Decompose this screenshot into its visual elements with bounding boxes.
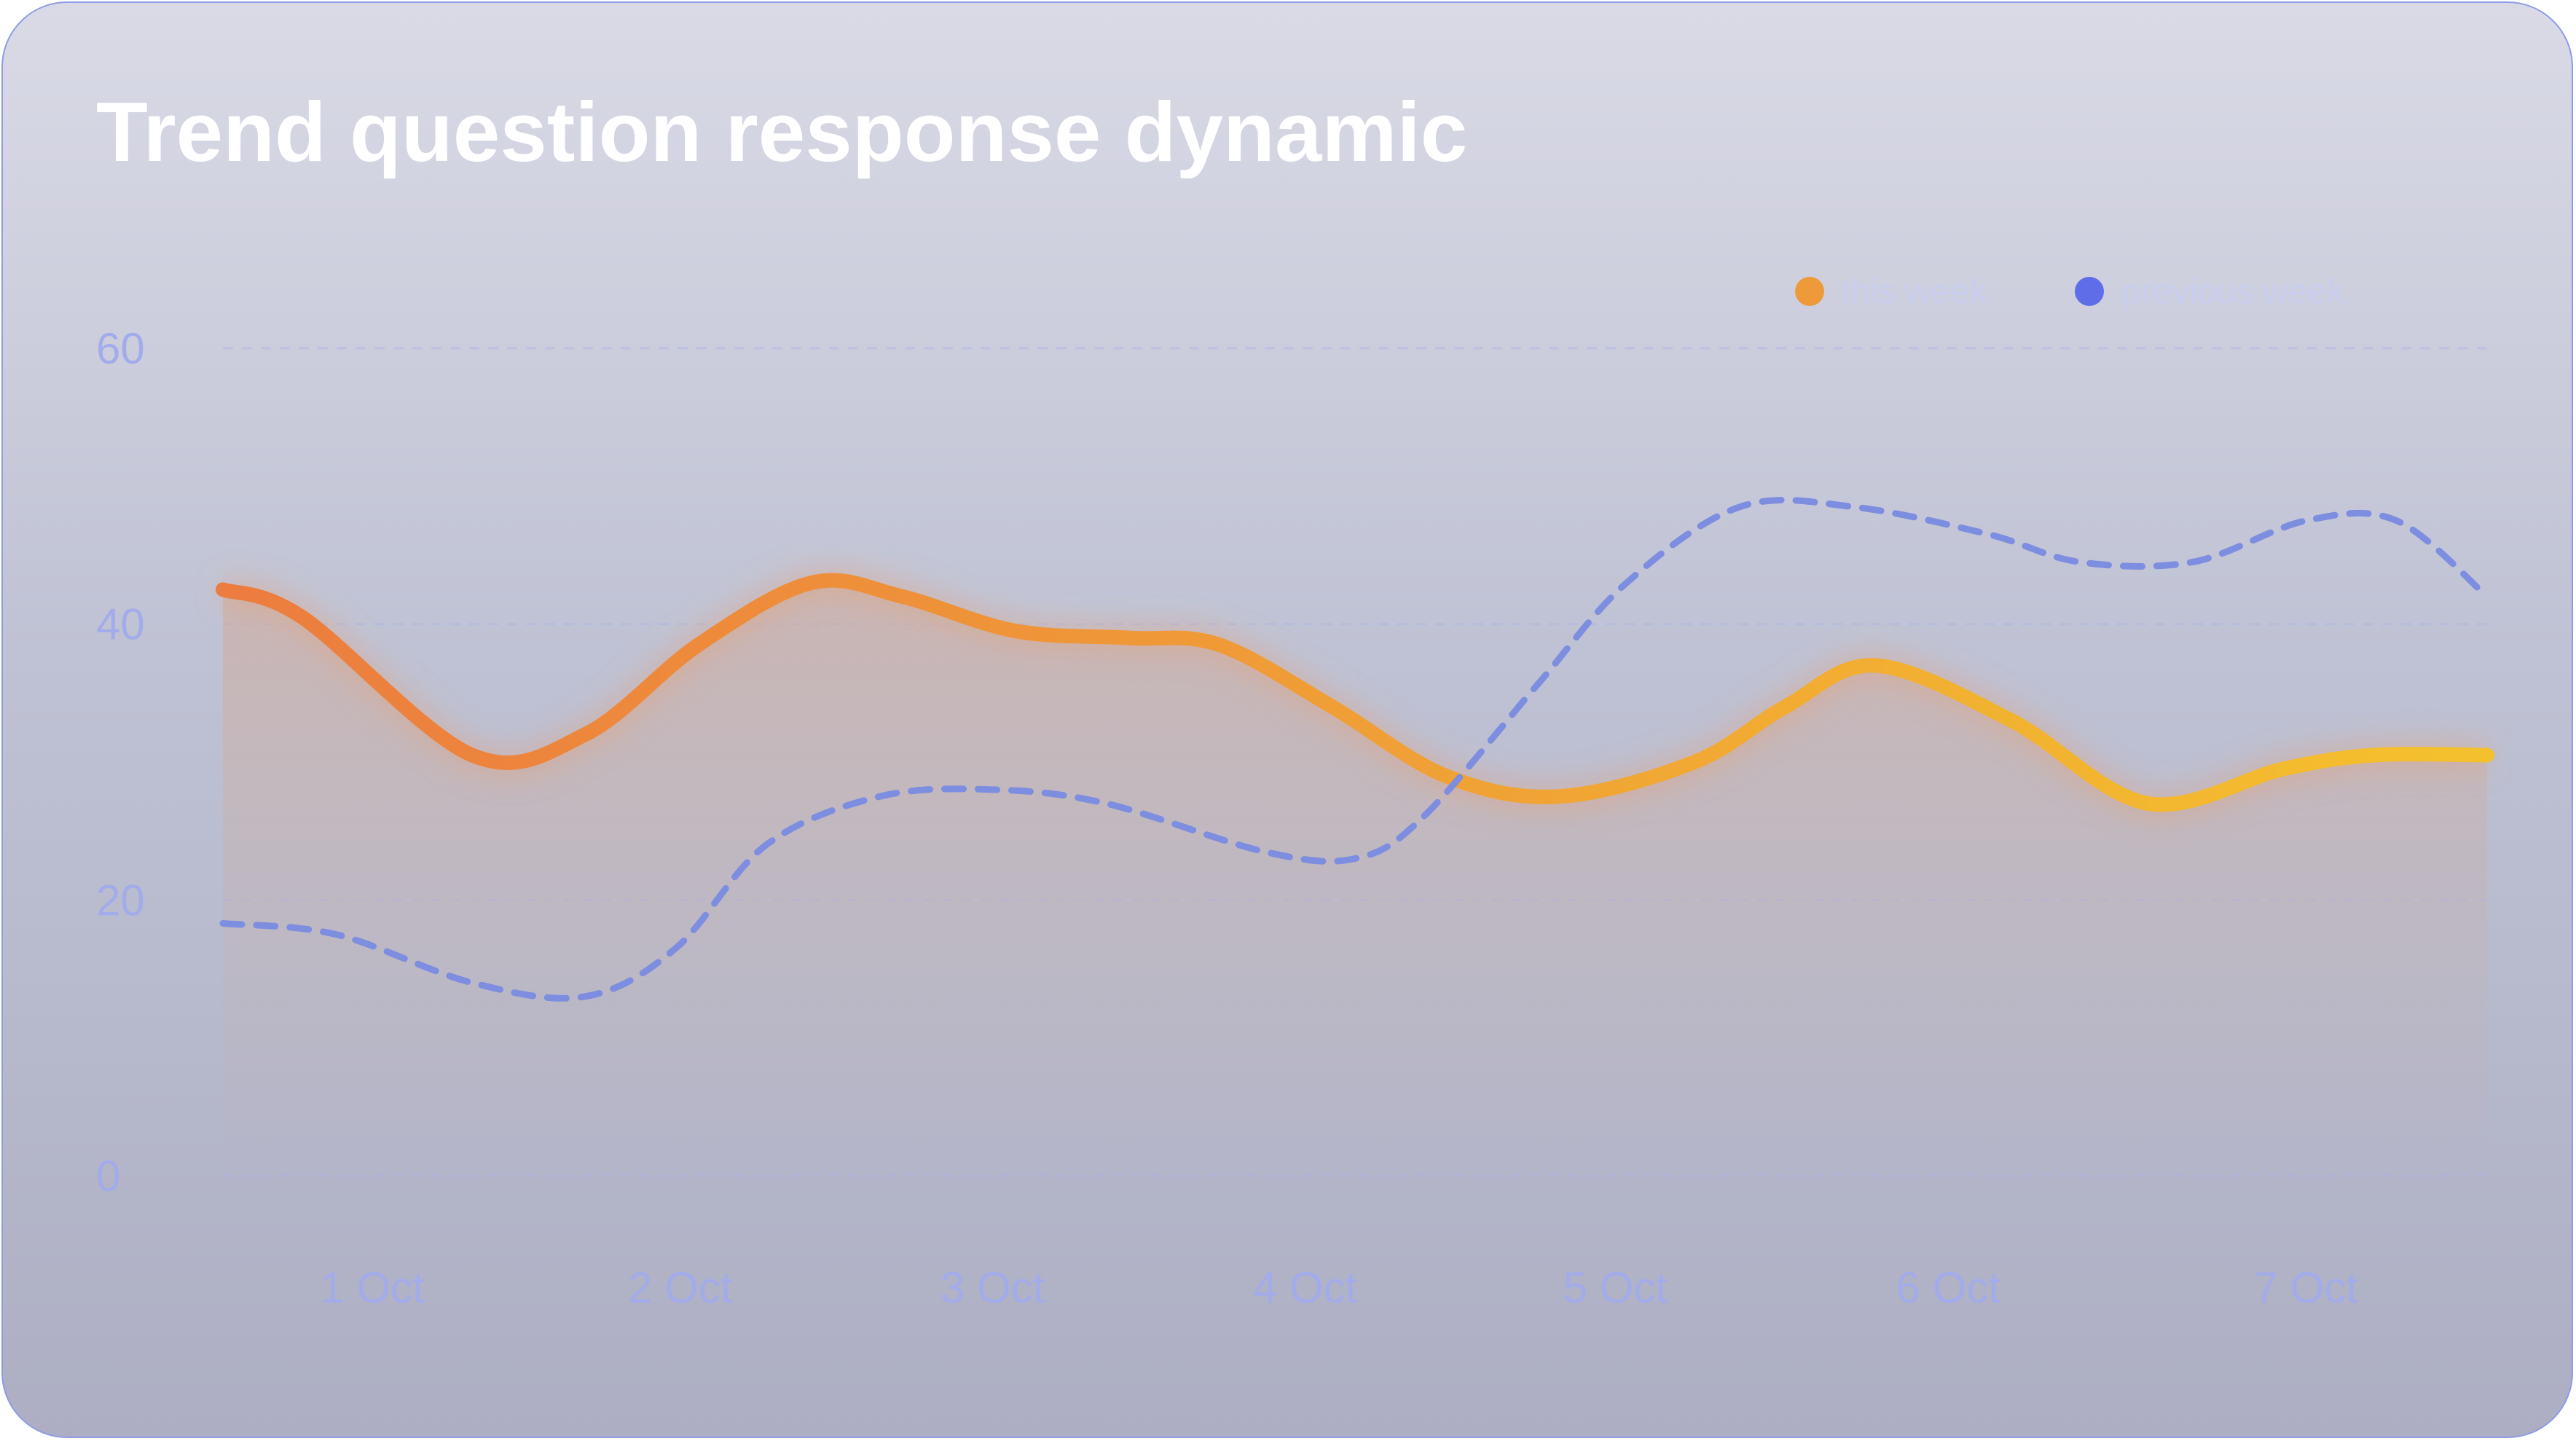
x-axis-ticks: 1 Oct 2 Oct 3 Oct 4 Oct 5 Oct 6 Oct 7 Oct [320,1263,2358,1312]
x-tick-label-5: 5 Oct [1563,1263,1668,1312]
y-tick-label-40: 40 [96,600,145,649]
y-axis-ticks: 0 20 40 60 [96,324,145,1201]
x-tick-label-2: 2 Oct [628,1263,733,1312]
x-tick-label-3: 3 Oct [941,1263,1045,1312]
x-tick-label-6: 6 Oct [1896,1263,2001,1312]
x-tick-label-7: 7 Oct [2254,1263,2359,1312]
series-layer [223,500,2487,1176]
x-tick-label-4: 4 Oct [1253,1263,1358,1312]
line-chart: 0 20 40 60 1 Oct 2 Oct 3 Oct 4 Oct 5 Oct 6 Oct 7 … [3,3,2573,1438]
x-tick-label-1: 1 Oct [320,1263,425,1312]
y-tick-label-60: 60 [96,324,145,373]
y-tick-label-0: 0 [96,1152,120,1201]
area-this-week [223,581,2487,1176]
y-tick-label-20: 20 [96,876,145,924]
